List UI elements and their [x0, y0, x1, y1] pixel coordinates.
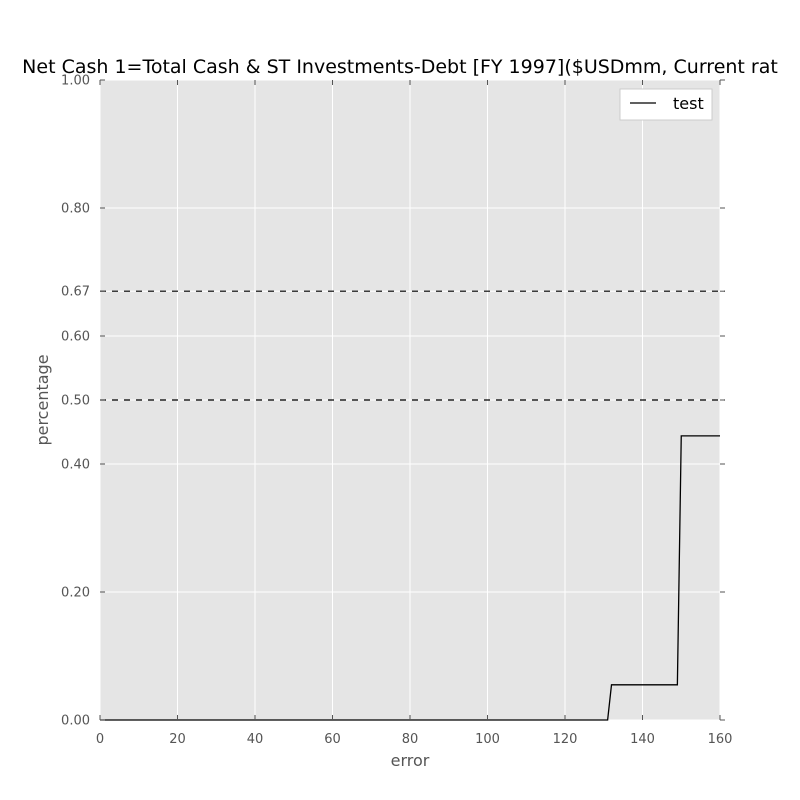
x-tick-label: 60: [324, 732, 341, 747]
y-tick-label: 1.00: [61, 74, 90, 89]
reference-lines: [100, 290, 725, 401]
x-tick-label: 80: [402, 732, 419, 747]
x-tick-label: 0: [96, 732, 104, 747]
x-tick-label: 120: [553, 732, 578, 747]
x-tick-label: 140: [630, 732, 655, 747]
series-lines: [100, 435, 720, 721]
axis-ticks: [99, 79, 725, 721]
legend-box: [619, 88, 713, 121]
y-tick-label: 0.80: [61, 202, 90, 217]
y-tick-label: 0.00: [61, 714, 90, 729]
y-tick-label: 0.40: [61, 458, 90, 473]
legend-label-test: test: [673, 94, 704, 113]
x-tick-label: 40: [247, 732, 264, 747]
x-tick-label: 100: [475, 732, 500, 747]
series-line-test: [100, 435, 720, 721]
y-tick-label: 0.67: [61, 285, 90, 300]
y-axis-label: percentage: [33, 354, 52, 445]
tick-labels: 0 20 40 60 80 100 120 140 160 0.00 0.20 0.40 0.50 0.6…: [61, 74, 732, 748]
y-tick-label: 0.60: [61, 330, 90, 345]
legend: test: [619, 88, 713, 121]
y-tick-label: 0.20: [61, 586, 90, 601]
chart-title: Net Cash 1=Total Cash & ST Investments-D…: [22, 56, 778, 78]
x-tick-label: 20: [169, 732, 186, 747]
y-tick-label: 0.50: [61, 394, 90, 409]
x-tick-label: 160: [708, 732, 733, 747]
x-axis-label: error: [391, 751, 430, 770]
